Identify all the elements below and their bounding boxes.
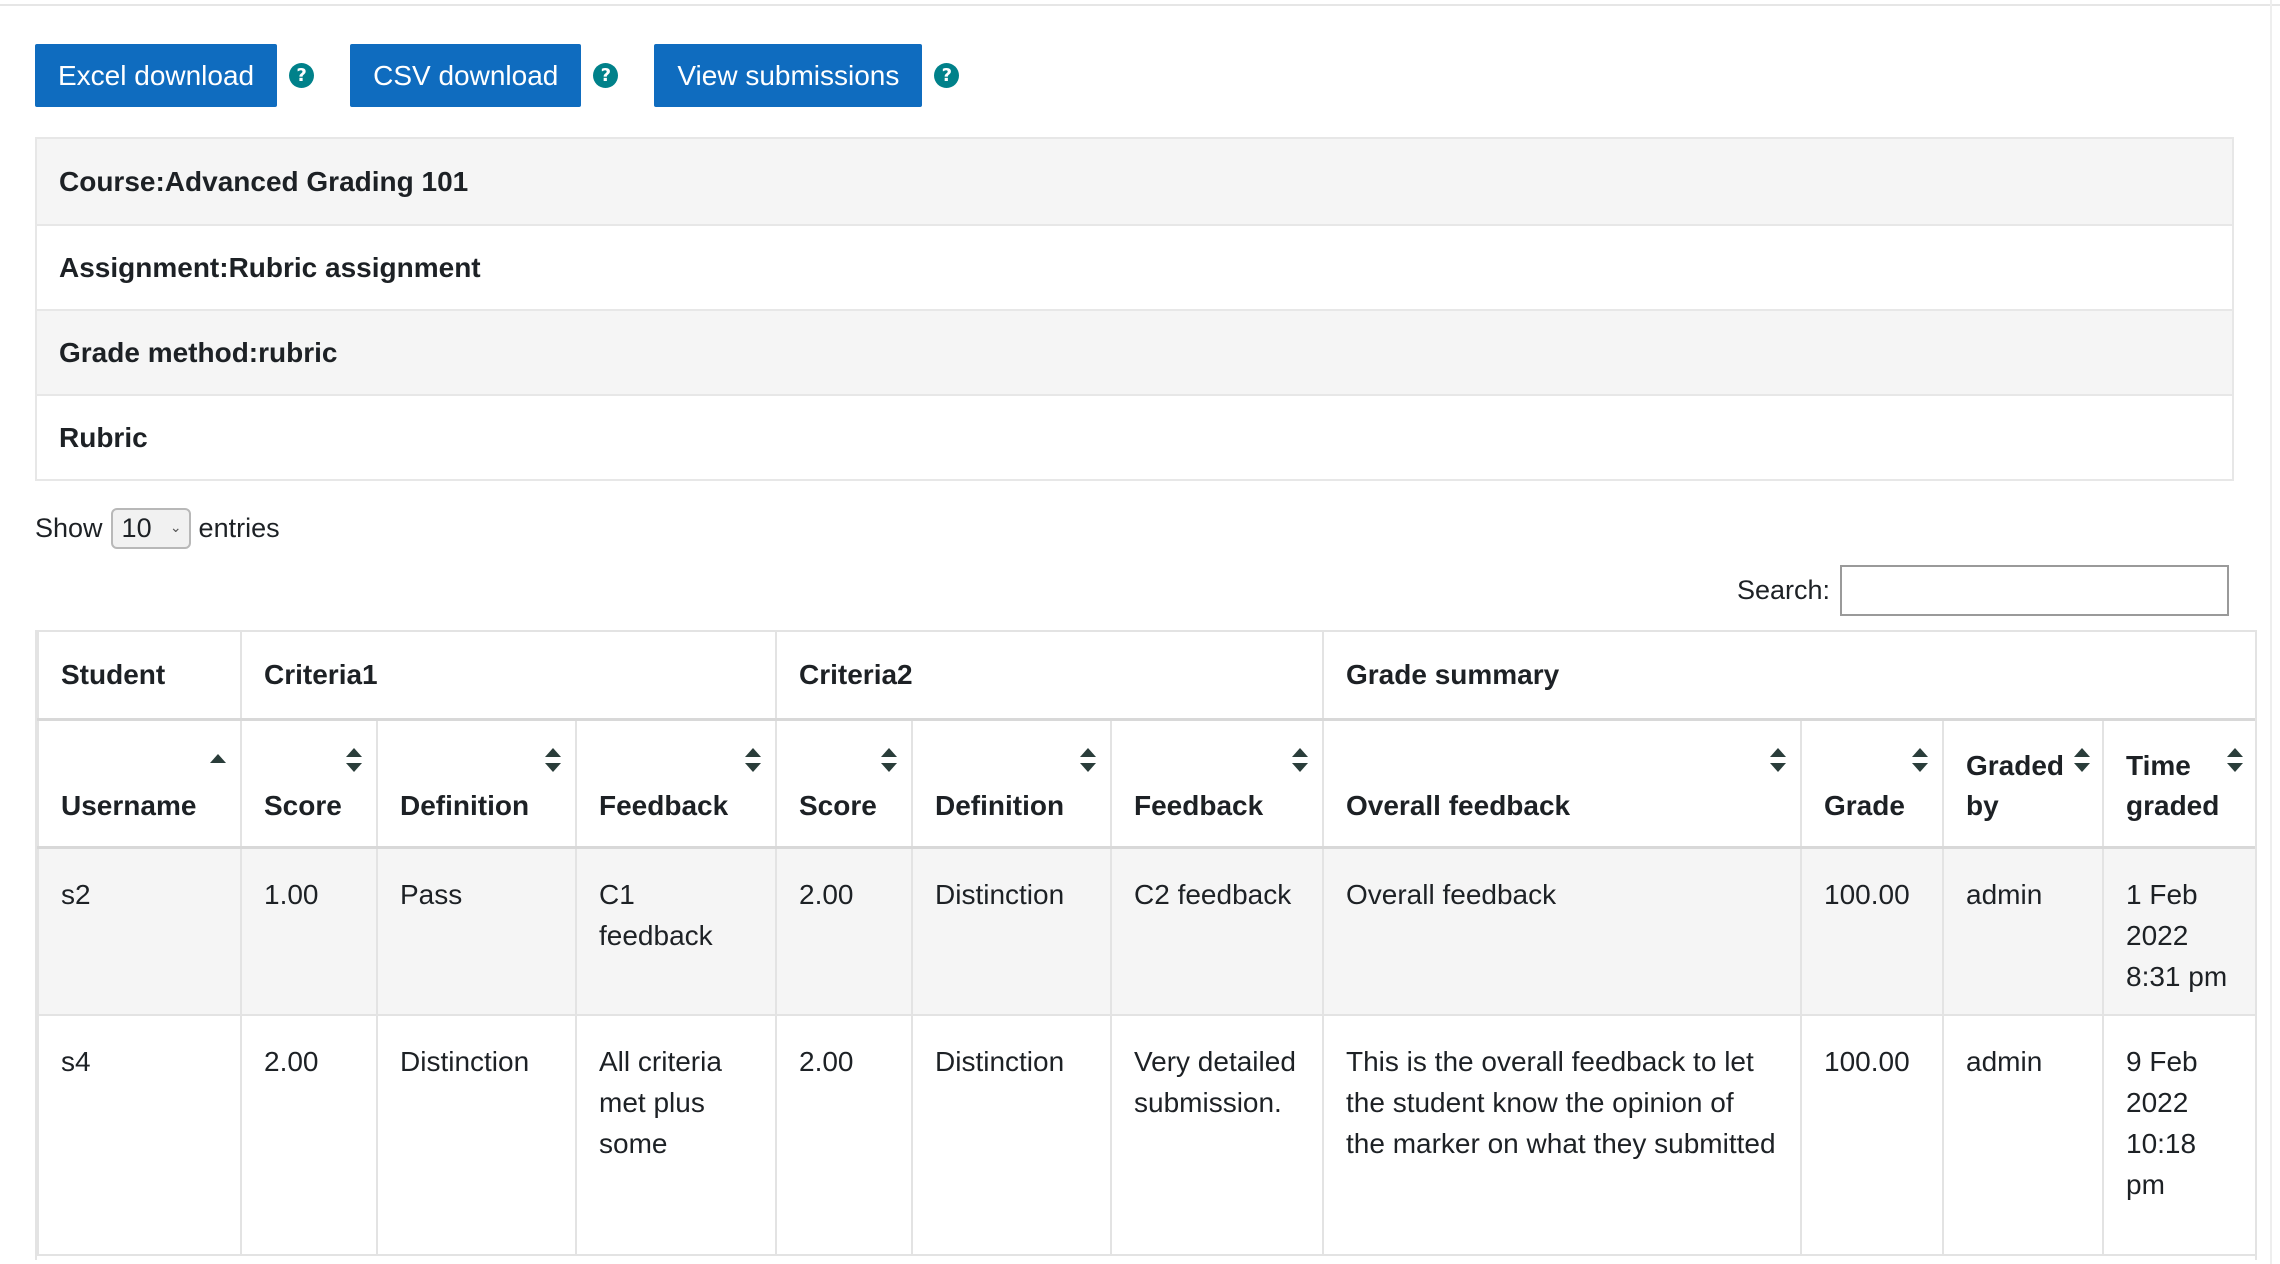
cell-c2-feedback: C2 feedback [1110,846,1324,1016]
column-header-line2: Feedback [599,789,729,821]
cell-c2-definition: Distinction [911,1014,1112,1256]
cell-username: s2 [37,846,242,1016]
column-header-line2: Overall feedback [1346,789,1571,821]
group-header-criteria1: Criteria1 [240,630,777,721]
cell-c1-feedback: C1 feedback [575,846,777,1016]
cell-grade: 100.00 [1800,846,1944,1016]
cell-c1-feedback: All criteria met plus some [575,1014,777,1256]
sort-arrows-icon[interactable] [1912,747,1928,772]
column-header-overall-feedback[interactable]: Overall feedback [1322,718,1802,849]
group-header-criteria2: Criteria2 [775,630,1324,721]
column-header-c1-score[interactable]: Score [240,718,378,849]
entries-select-value: 10 [121,513,152,543]
entries-label: entries [198,513,280,543]
search-input[interactable] [1840,565,2230,616]
table-row: s2 1.00 Pass C1 feedback 2.00 Distinctio… [37,846,2255,1016]
group-header-row: Student Criteria1 Criteria2 Grade summar… [37,630,2255,721]
group-header-grade-summary: Grade summary [1321,630,2255,721]
cell-c1-definition: Pass [376,846,577,1016]
cell-c1-score: 2.00 [240,1014,378,1256]
rubric-row: Rubric [37,394,2232,479]
sort-arrows-icon[interactable] [1080,747,1096,772]
entries-select[interactable]: 10 ⌄ [110,508,191,549]
column-header-grade[interactable]: Grade [1800,718,1944,849]
grading-table-wrapper: Student Criteria1 Criteria2 Grade summar… [35,630,2257,1260]
download-toolbar: Excel download ? CSV download ? View sub… [35,44,995,107]
table-search: Search: [1737,565,2230,616]
sort-arrows-icon[interactable] [545,747,561,772]
sort-arrows-icon[interactable] [2074,747,2090,772]
column-header-time-graded[interactable]: Time graded [2101,718,2255,849]
sort-arrows-icon[interactable] [1770,747,1786,772]
column-header-graded-by[interactable]: Graded by [1942,718,2104,849]
column-header-line2: Score [799,789,877,821]
sort-arrows-icon[interactable] [1292,747,1308,772]
sort-arrows-icon[interactable] [346,747,362,772]
column-header-line2: Definition [400,789,530,821]
assignment-row: Assignment:Rubric assignment [37,224,2232,309]
column-header-row: Username Score Definition Feedback [37,718,2255,849]
entries-length-control: Show 10 ⌄ entries [35,508,280,549]
question-circle-icon[interactable]: ? [593,63,619,88]
cell-time-graded: 1 Feb 2022 8:31 pm [2101,846,2255,1016]
cell-c1-score: 1.00 [240,846,378,1016]
chevron-down-icon: ⌄ [169,519,182,535]
excel-download-button[interactable]: Excel download [35,44,278,107]
cell-overall-feedback: This is the overall feedback to let the … [1322,1014,1802,1256]
table-row: s4 2.00 Distinction All criteria met plu… [37,1014,2255,1256]
cell-c2-score: 2.00 [775,1014,913,1256]
column-header-line1: Graded [1966,749,2065,781]
course-row: Course:Advanced Grading 101 [37,139,2232,224]
column-header-c2-definition[interactable]: Definition [911,718,1112,849]
sort-arrows-icon[interactable] [2227,747,2244,772]
column-header-line1: Time [2126,749,2191,781]
grading-table: Student Criteria1 Criteria2 Grade summar… [37,630,2255,1256]
search-label: Search: [1737,575,1831,605]
view-submissions-button[interactable]: View submissions [654,44,923,107]
column-header-c1-feedback[interactable]: Feedback [575,718,777,849]
right-divider [2270,0,2272,1264]
column-header-c2-score[interactable]: Score [775,718,913,849]
assignment-info-table: Course:Advanced Grading 101 Assignment:R… [35,137,2234,481]
column-header-line2: by [1966,789,1999,821]
cell-username: s4 [37,1014,242,1256]
cell-c2-score: 2.00 [775,846,913,1016]
column-header-line2: Feedback [1134,789,1264,821]
question-circle-icon[interactable]: ? [289,63,315,88]
cell-graded-by: admin [1942,1014,2104,1256]
question-circle-icon[interactable]: ? [934,63,960,88]
cell-c2-feedback: Very detailed submission. [1110,1014,1324,1256]
column-header-c1-definition[interactable]: Definition [376,718,577,849]
cell-c2-definition: Distinction [911,846,1112,1016]
sort-arrows-icon[interactable] [745,747,761,772]
cell-overall-feedback: Overall feedback [1322,846,1802,1016]
column-header-line2: graded [2126,789,2220,821]
csv-download-button[interactable]: CSV download [350,44,582,107]
column-header-line2: Definition [935,789,1065,821]
cell-grade: 100.00 [1800,1014,1944,1256]
column-header-line2: Score [264,789,342,821]
cell-time-graded: 9 Feb 2022 10:18 pm [2101,1014,2255,1256]
show-label: Show [35,513,103,543]
group-header-student: Student [37,630,242,721]
column-header-line2: Grade [1824,789,1905,821]
column-header-username[interactable]: Username [37,718,242,849]
sort-asc-icon[interactable] [210,748,226,772]
grade-method-row: Grade method:rubric [37,309,2232,394]
top-divider [0,4,2280,6]
sort-arrows-icon[interactable] [881,747,897,772]
cell-graded-by: admin [1942,846,2104,1016]
column-header-c2-feedback[interactable]: Feedback [1110,718,1324,849]
column-header-line2: Username [61,789,197,821]
cell-c1-definition: Distinction [376,1014,577,1256]
